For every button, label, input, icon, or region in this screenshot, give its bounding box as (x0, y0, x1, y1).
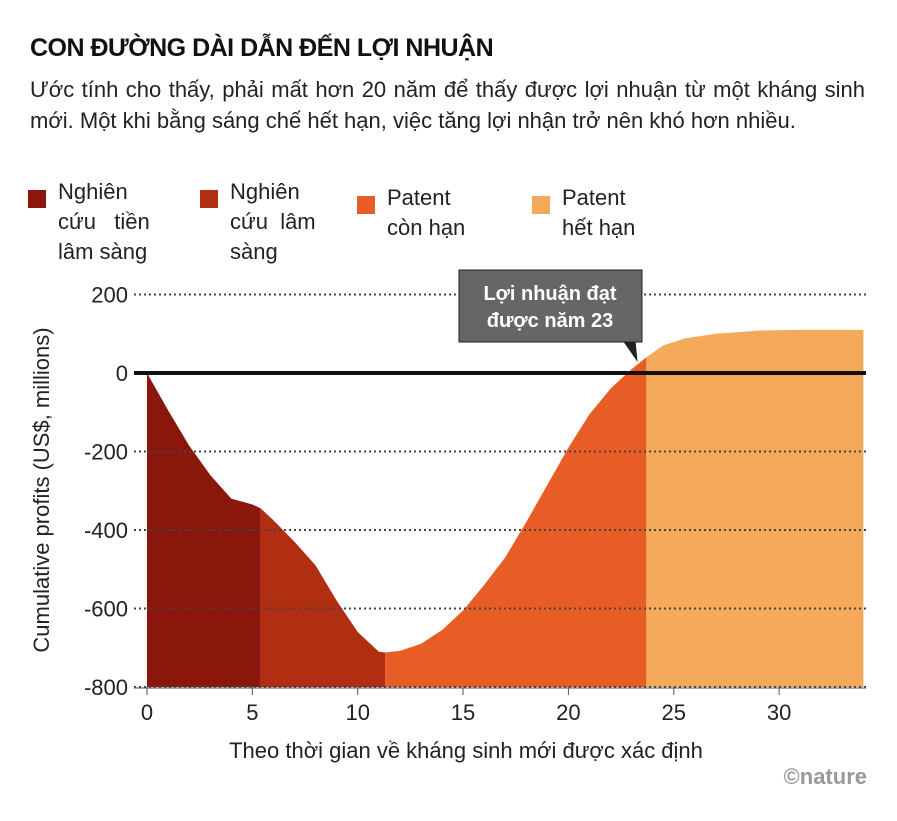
annotation-text: được năm 23 (487, 310, 614, 332)
annotation-box (458, 269, 643, 343)
legend-label: Nghiên cứu tiền lâm sàng (58, 179, 150, 264)
chart-title: CON ĐƯỜNG DÀI DẪN ĐẾN LỢI NHUẬN (30, 34, 494, 62)
legend-swatch (532, 196, 550, 214)
y-tick-label: -600 (84, 597, 128, 622)
y-tick-label: -400 (84, 518, 128, 543)
annotation-pointer (623, 342, 638, 362)
legend-swatch (357, 196, 375, 214)
x-tick-label: 20 (556, 700, 580, 725)
y-tick-label: 0 (116, 361, 128, 386)
legend-item: Patent còn hạn (357, 183, 465, 243)
y-tick-label: -800 (84, 675, 128, 700)
legend-label: Patent còn hạn (387, 185, 466, 240)
nature-logo: ©nature (783, 764, 867, 789)
legend-item: Nghiên cứu lâm sàng (200, 177, 316, 267)
x-axis-label: Theo thời gian về kháng sinh mới được xá… (229, 738, 703, 763)
legend-swatch (200, 190, 218, 208)
x-tick-label: 10 (345, 700, 369, 725)
x-tick-label: 25 (662, 700, 686, 725)
phase-area (646, 329, 864, 687)
y-tick-label: 200 (91, 283, 128, 308)
phase-area (260, 508, 386, 687)
legend-swatch (28, 190, 46, 208)
phase-area (385, 357, 647, 687)
annotation-text: Lợi nhuận đạt (483, 283, 616, 305)
y-tick-label: -200 (84, 440, 128, 465)
y-axis-label: Cumulative profits (US$, millions) (29, 327, 54, 652)
x-tick-label: 0 (141, 700, 153, 725)
x-tick-label: 30 (767, 700, 791, 725)
x-tick-label: 15 (451, 700, 475, 725)
legend-item: Patent hết hạn (532, 183, 635, 243)
legend-label: Nghiên cứu lâm sàng (230, 179, 316, 264)
legend-item: Nghiên cứu tiền lâm sàng (28, 177, 150, 267)
chart-subtitle: Ước tính cho thấy, phải mất hơn 20 năm đ… (30, 77, 865, 133)
legend-label: Patent hết hạn (562, 185, 636, 240)
x-tick-label: 5 (246, 700, 258, 725)
